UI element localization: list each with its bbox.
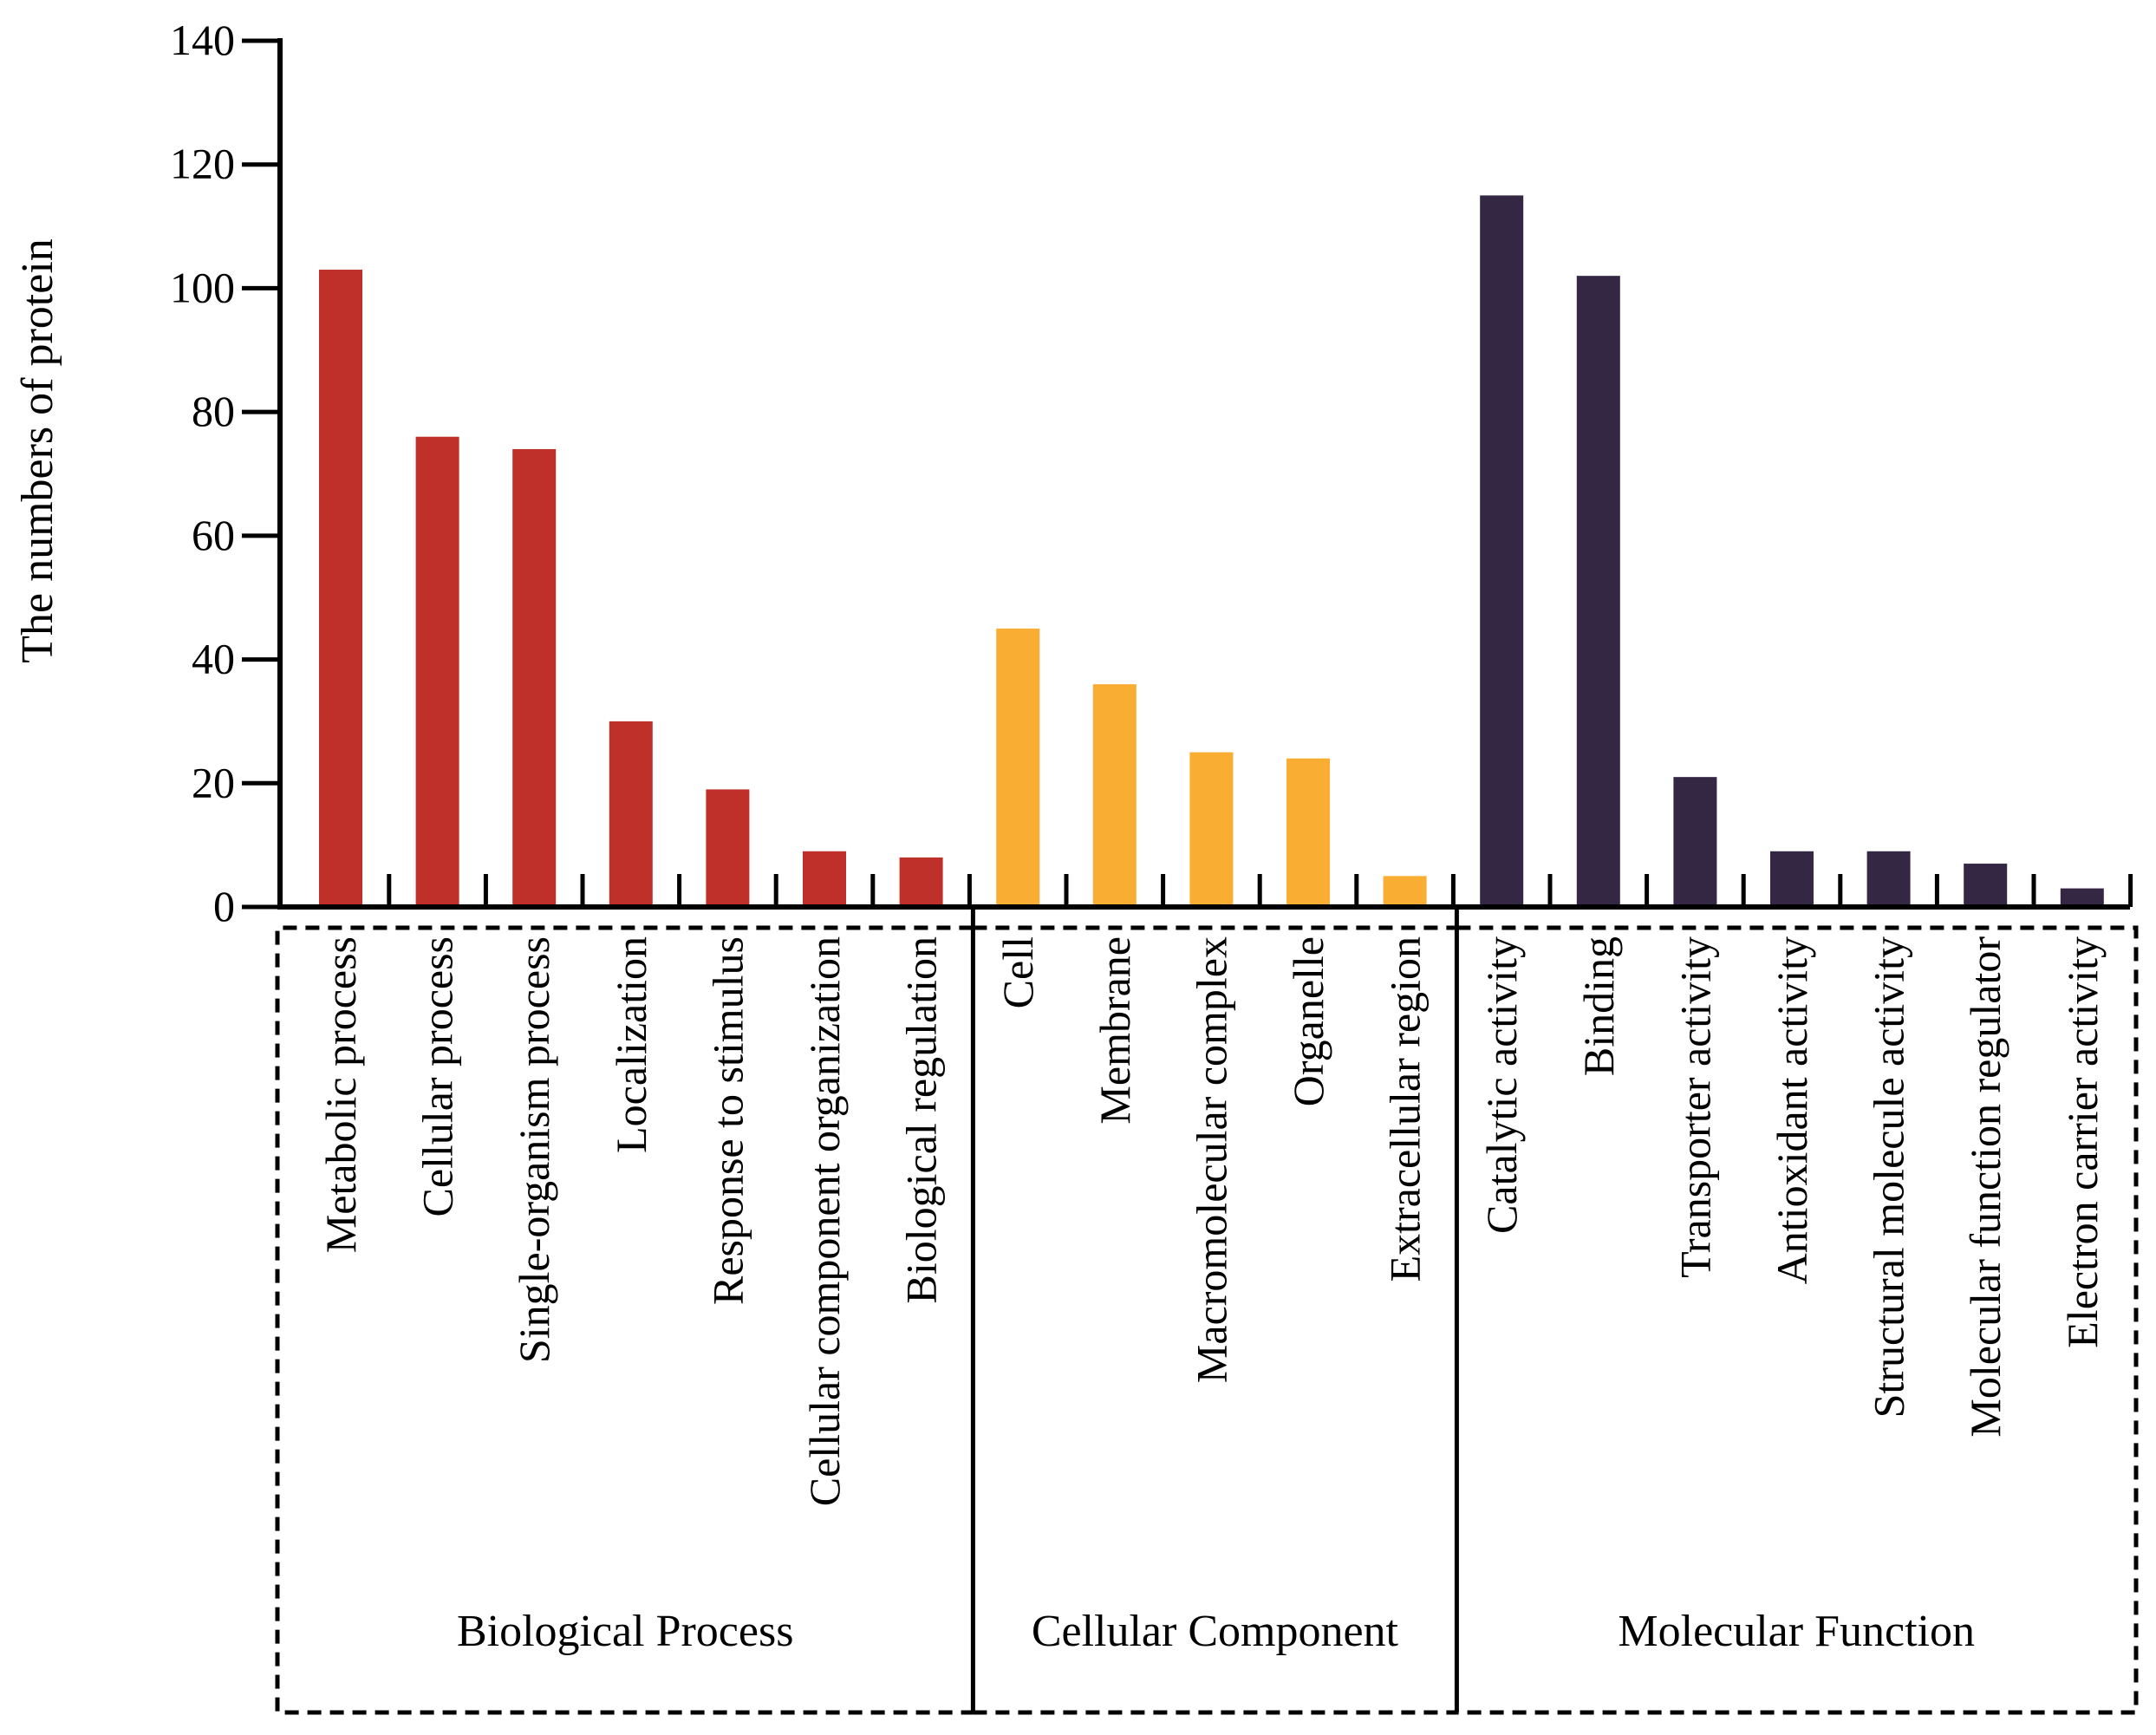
y-tick-label-0: 0 (213, 882, 235, 930)
category-label-single-organism-process: Single-organism process (510, 936, 558, 1363)
category-label-molecular-function-regulator: Molecular function regulator (1961, 936, 2009, 1438)
y-tick-label-100: 100 (170, 263, 235, 311)
group-box-left-border (275, 925, 974, 1715)
bar-antioxidant-activity (1770, 851, 1814, 907)
group-title-biological-process: Biological Process (457, 1607, 794, 1656)
bar-single-organism-process (512, 448, 557, 907)
y-tick-label-40: 40 (192, 635, 235, 683)
category-label-cellular-process: Cellular process (414, 936, 462, 1217)
category-label-response-to-stimulus: Response to stimulus (703, 936, 752, 1305)
category-label-binding: Binding (1574, 936, 1623, 1076)
category-label-cellular-component-organization: Cellular component organization (800, 936, 849, 1506)
y-tick-label-20: 20 (192, 758, 235, 806)
category-label-extracellular-region: Extracellular region (1381, 936, 1430, 1282)
bar-catalytic-activity (1480, 195, 1524, 908)
bars (319, 195, 2104, 908)
bar-metabolic-process (319, 270, 362, 907)
category-label-cell: Cell (993, 936, 1042, 1008)
group-boxes: Biological Process Cellular Component Mole… (275, 907, 2139, 1715)
bar-organelle (1286, 758, 1330, 907)
y-tick-label-60: 60 (192, 511, 235, 559)
bar-localization (609, 721, 653, 907)
category-label-macromolecular-complex: Macromolecular complex (1187, 936, 1235, 1383)
bar-binding (1576, 276, 1620, 908)
group-title-cellular-component: Cellular Component (1032, 1607, 1399, 1656)
category-label-structural-molecule-activity: Structural molecule activity (1865, 936, 1913, 1418)
y-tick-label-80: 80 (192, 387, 235, 435)
bar-electron-carrier-activity (2060, 888, 2104, 907)
category-label-antioxidant-activity: Antioxidant activity (1768, 936, 1816, 1284)
bar-cellular-process (415, 436, 459, 908)
bar-macromolecular-complex (1189, 752, 1234, 907)
bar-membrane (1092, 684, 1137, 907)
category-label-transporter-activity: Transporter activity (1671, 936, 1719, 1278)
category-label-electron-carrier-activity: Electron carrier activity (2058, 936, 2107, 1348)
bar-structural-molecule-activity (1866, 851, 1911, 907)
y-tick-label-120: 120 (170, 140, 235, 188)
bar-response-to-stimulus (706, 789, 750, 907)
bar-cellular-component-organization (803, 851, 846, 907)
group-box-right-border (1456, 925, 2139, 1715)
category-labels: Metabolic process Cellular process Single-… (316, 936, 2107, 1507)
category-label-organelle: Organelle (1284, 936, 1332, 1106)
category-label-catalytic-activity: Catalytic activity (1477, 936, 1526, 1234)
bar-biological-regulation (899, 857, 943, 907)
group-box-middle-border (973, 925, 1457, 1715)
category-label-biological-regulation: Biological regulation (897, 936, 946, 1304)
axes (277, 38, 2130, 910)
group-title-molecular-function: Molecular Function (1618, 1607, 1975, 1656)
bar-molecular-function-regulator (1964, 864, 2008, 907)
bar-extracellular-region (1383, 876, 1427, 907)
y-axis-title: The numbers of protein (13, 238, 62, 663)
category-label-membrane: Membrane (1091, 936, 1139, 1125)
category-label-metabolic-process: Metabolic process (316, 936, 365, 1253)
y-axis-ticks: 0 20 40 60 80 100 120 140 (170, 16, 2133, 930)
y-tick-label-140: 140 (170, 16, 235, 64)
bar-transporter-activity (1673, 777, 1717, 907)
category-label-localization: Localization (607, 936, 655, 1153)
bar-cell (996, 628, 1040, 907)
